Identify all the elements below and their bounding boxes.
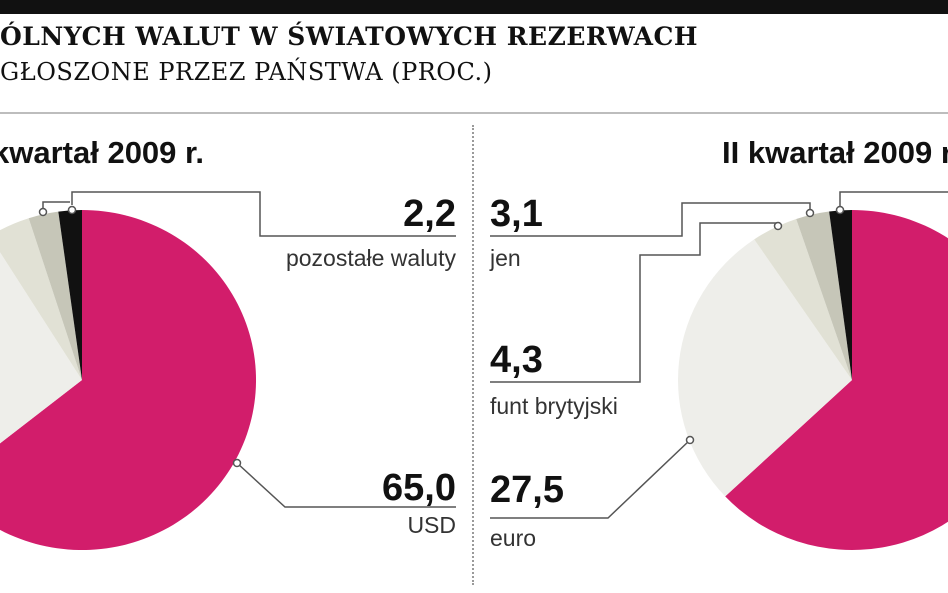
header-divider (0, 112, 948, 114)
leader-lines (38, 191, 948, 519)
leader-right-jen-dot (805, 208, 815, 218)
left-usd-label: USD (407, 512, 456, 538)
leader-left-other (71, 191, 456, 237)
leader-left-usd (236, 462, 456, 508)
right-slice-funt-brytyjski (754, 219, 852, 380)
right-euro-label: euro (490, 525, 536, 551)
leader-left-jen-dot (38, 207, 48, 217)
left-slice-usd (0, 210, 256, 550)
leader-left-other-dot (67, 205, 77, 215)
right-slice-usd (725, 210, 948, 550)
right-jen-label: jen (489, 245, 521, 271)
left-pie (0, 210, 256, 550)
leader-left-usd-dot (232, 458, 242, 468)
right-funt-label: funt brytyjski (490, 393, 618, 419)
left-slice-euro (0, 252, 82, 444)
right-slice-jen (796, 211, 852, 380)
right-pie (678, 210, 948, 550)
right-jen-value: 3,1 (490, 193, 543, 235)
leader-right-jen (490, 202, 811, 237)
left-other-value: 2,2 (403, 193, 456, 235)
left-slice-pozosta-e-waluty (58, 210, 82, 380)
right-pie-title: II kwartał 2009 r. (722, 135, 948, 170)
right-slice-euro (678, 239, 852, 497)
left-slice-funt-brytyjski (0, 218, 82, 380)
left-usd-value: 65,0 (382, 467, 456, 509)
leader-right-euro (490, 439, 691, 519)
right-funt-value: 4,3 (490, 339, 543, 381)
top-bar (0, 0, 948, 14)
left-pie-title: kwartał 2009 r. (0, 135, 204, 170)
left-other-label: pozostałe waluty (286, 245, 457, 271)
left-slice-jen (28, 211, 82, 380)
leader-left-jen (42, 201, 70, 212)
panel-divider (472, 125, 474, 585)
leader-right-euro-dot (685, 435, 695, 445)
chart-subtitle: GŁOSZONE PRZEZ PAŃSTWA (PROC.) (0, 58, 493, 86)
leader-right-funt-dot (773, 221, 783, 231)
right-slice-pozosta-e-waluty (829, 210, 852, 380)
chart-title: ÓLNYCH WALUT W ŚWIATOWYCH REZERWACH (0, 22, 699, 51)
slice-labels: 2,2 pozostałe waluty 65,0 USD 3,1 jen 4,… (286, 193, 618, 551)
right-euro-value: 27,5 (490, 469, 564, 511)
leader-right-other-dot (835, 205, 845, 215)
leader-right-other (839, 191, 948, 210)
